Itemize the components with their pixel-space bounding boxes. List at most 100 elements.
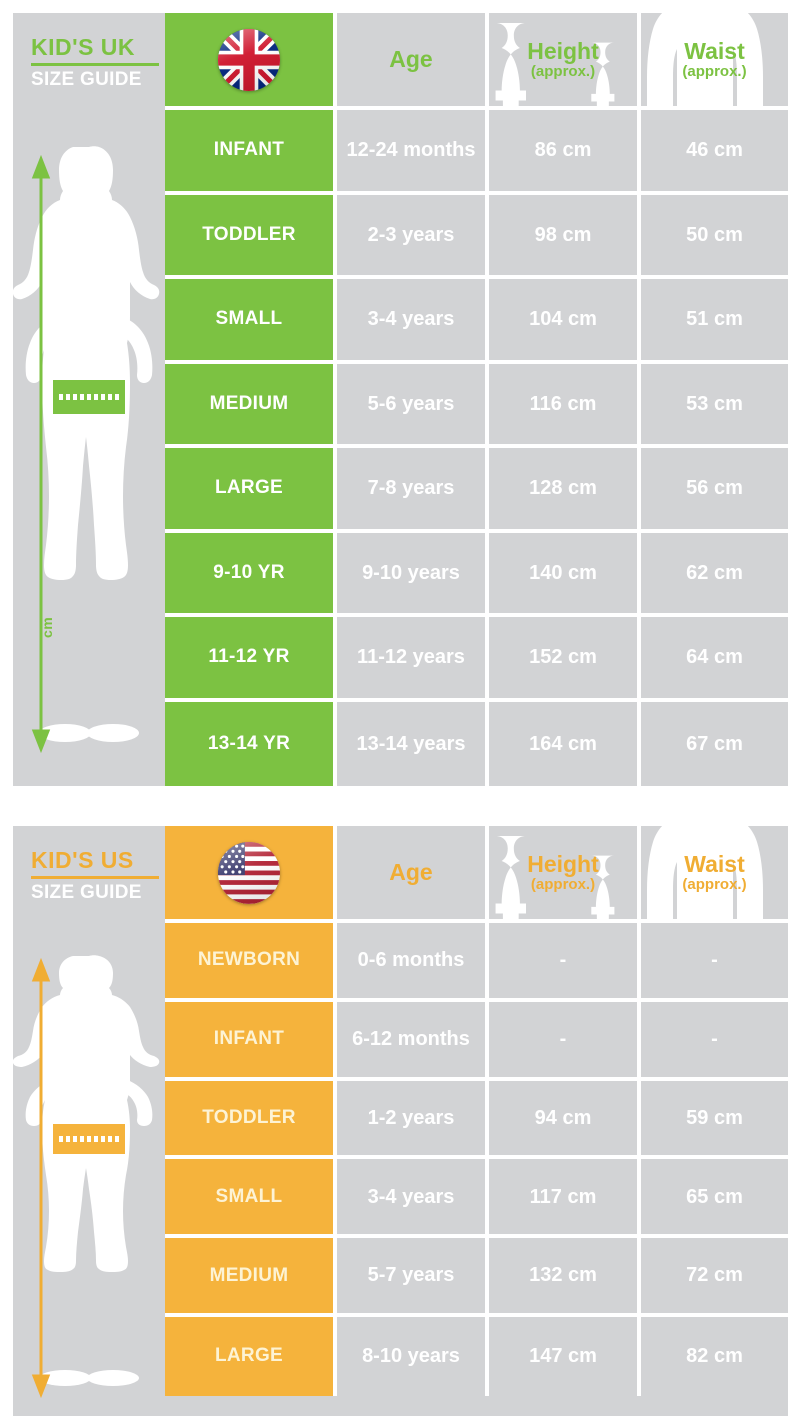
table-row: 9-10 YR 9-10 years 140 cm 62 cm xyxy=(165,532,788,617)
uk-table-header-row: Age Height (approx.) xyxy=(165,13,788,110)
uk-row-7-size-text: 13-14 YR xyxy=(207,732,291,754)
us-row-5-height: 147 cm xyxy=(489,1316,641,1396)
us-row-3-height: 117 cm xyxy=(489,1159,641,1239)
uk-row-3-height: 116 cm xyxy=(489,363,641,448)
uk-row-7-size: 13-14 YR xyxy=(165,701,337,786)
us-row-2-waist-text: 59 cm xyxy=(686,1106,743,1129)
us-row-4-waist-text: 72 cm xyxy=(686,1264,743,1287)
uk-row-6-height: 152 cm xyxy=(489,617,641,702)
us-row-5-size-text: LARGE xyxy=(215,1345,283,1367)
uk-row-4-waist: 56 cm xyxy=(641,448,788,533)
waist-torso-silhouette-icon xyxy=(641,826,788,919)
us-row-3-size-text: SMALL xyxy=(215,1185,283,1207)
uk-header-height: Height (approx.) xyxy=(489,13,641,110)
table-row: MEDIUM 5-7 years 132 cm 72 cm xyxy=(165,1238,788,1317)
uk-row-5-waist-text: 62 cm xyxy=(686,561,743,584)
uk-row-4-height-text: 128 cm xyxy=(529,477,597,500)
uk-header-height-title: Height (approx.) xyxy=(527,39,599,80)
us-row-4-age: 5-7 years xyxy=(337,1238,489,1317)
uk-row-1-height-text: 98 cm xyxy=(534,223,592,246)
us-row-0-height-text: - xyxy=(559,949,567,972)
uk-row-2-waist-text: 51 cm xyxy=(686,308,743,331)
us-row-5-height-text: 147 cm xyxy=(529,1345,597,1368)
us-row-5-waist: 82 cm xyxy=(641,1316,788,1396)
us-row-4-waist: 72 cm xyxy=(641,1238,788,1317)
uk-row-4-age: 7-8 years xyxy=(337,448,489,533)
table-row: LARGE 7-8 years 128 cm 56 cm xyxy=(165,448,788,533)
uk-brand-title: KID'S UK xyxy=(31,34,136,60)
uk-row-1-waist-text: 50 cm xyxy=(686,223,743,246)
uk-row-2-height-text: 104 cm xyxy=(529,308,597,331)
uk-size-guide-panel: KID'S UK SIZE GUIDE xyxy=(13,13,788,786)
uk-row-2-waist: 51 cm xyxy=(641,279,788,364)
table-row: INFANT 6-12 months - - xyxy=(165,1001,788,1081)
us-row-4-height: 132 cm xyxy=(489,1238,641,1317)
height-silhouettes-icon xyxy=(489,13,637,106)
uk-row-4-height: 128 cm xyxy=(489,448,641,533)
uk-row-2-size: SMALL xyxy=(165,279,337,364)
us-row-0-age-text: 0-6 months xyxy=(357,949,465,972)
us-row-4-size-text: MEDIUM xyxy=(209,1264,289,1286)
us-row-0-waist-text: - xyxy=(711,949,718,972)
us-row-5-waist-text: 82 cm xyxy=(686,1345,743,1368)
uk-header-height-label: Height xyxy=(527,38,599,65)
us-row-1-age-text: 6-12 months xyxy=(352,1028,470,1050)
us-row-1-size: INFANT xyxy=(165,1001,337,1081)
us-size-table: Age Height (approx.) xyxy=(165,826,788,1416)
table-row: INFANT 12-24 months 86 cm 46 cm xyxy=(165,110,788,195)
us-header-age-title: Age xyxy=(389,860,432,884)
uk-row-6-size-text: 11-12 YR xyxy=(208,646,290,668)
uk-row-3-waist: 53 cm xyxy=(641,363,788,448)
uk-brand: KID'S UK SIZE GUIDE xyxy=(31,35,163,91)
us-brand: KID'S US SIZE GUIDE xyxy=(31,848,163,904)
us-row-5-age: 8-10 years xyxy=(337,1316,489,1396)
uk-cm-axis-label: cm xyxy=(39,616,55,638)
uk-row-4-size-text: LARGE xyxy=(215,477,283,499)
uk-row-7-age: 13-14 years xyxy=(337,701,489,786)
us-row-1-height-text: - xyxy=(559,1028,567,1050)
us-row-0-height: - xyxy=(489,923,641,1002)
uk-row-2-height: 104 cm xyxy=(489,279,641,364)
uk-row-3-size: MEDIUM xyxy=(165,363,337,448)
uk-row-1-size: TODDLER xyxy=(165,194,337,279)
us-row-2-age-text: 1-2 years xyxy=(367,1106,455,1129)
uk-row-6-size: 11-12 YR xyxy=(165,617,337,702)
uk-row-7-height-text: 164 cm xyxy=(529,732,597,755)
us-brand-subtitle: SIZE GUIDE xyxy=(31,882,142,904)
uk-brand-rule xyxy=(31,63,159,67)
us-row-1-size-text: INFANT xyxy=(213,1028,285,1050)
uk-row-5-height-text: 140 cm xyxy=(529,561,597,584)
uk-row-5-size-text: 9-10 YR xyxy=(213,561,285,583)
us-row-3-age-text: 3-4 years xyxy=(367,1185,455,1208)
uk-brand-subtitle: SIZE GUIDE xyxy=(31,69,142,91)
us-row-2-height-text: 94 cm xyxy=(534,1106,592,1129)
uk-row-0-height-text: 86 cm xyxy=(534,139,592,162)
uk-row-0-height: 86 cm xyxy=(489,110,641,195)
us-brand-rule xyxy=(31,876,159,880)
uk-row-1-size-text: TODDLER xyxy=(202,223,296,245)
uk-flag-cell xyxy=(165,13,337,110)
us-header-age: Age xyxy=(337,826,489,923)
us-table-header-row: Age Height (approx.) xyxy=(165,826,788,923)
uk-row-2-size-text: SMALL xyxy=(215,308,283,330)
us-header-height-label: Height xyxy=(527,851,599,878)
uk-row-1-age: 2-3 years xyxy=(337,194,489,279)
uk-sidebar: KID'S UK SIZE GUIDE xyxy=(13,13,165,786)
us-row-2-height: 94 cm xyxy=(489,1080,641,1160)
uk-header-age: Age xyxy=(337,13,489,110)
uk-row-4-size: LARGE xyxy=(165,448,337,533)
uk-row-0-size-text: INFANT xyxy=(213,139,285,161)
us-header-waist: Waist (approx.) xyxy=(641,826,788,923)
table-row: MEDIUM 5-6 years 116 cm 53 cm xyxy=(165,363,788,448)
table-row: LARGE 8-10 years 147 cm 82 cm xyxy=(165,1316,788,1396)
uk-row-3-age: 5-6 years xyxy=(337,363,489,448)
table-row: NEWBORN 0-6 months - - xyxy=(165,923,788,1002)
uk-row-6-age-text: 11-12 years xyxy=(357,646,465,669)
uk-size-table: Age Height (approx.) xyxy=(165,13,788,786)
uk-child-silhouette-figure xyxy=(13,133,165,786)
us-child-silhouette-figure xyxy=(13,946,165,1416)
table-row: SMALL 3-4 years 104 cm 51 cm xyxy=(165,279,788,364)
us-size-guide-panel: KID'S US SIZE GUIDE xyxy=(13,826,788,1416)
us-row-0-age: 0-6 months xyxy=(337,923,489,1002)
table-row: SMALL 3-4 years 117 cm 65 cm xyxy=(165,1159,788,1239)
